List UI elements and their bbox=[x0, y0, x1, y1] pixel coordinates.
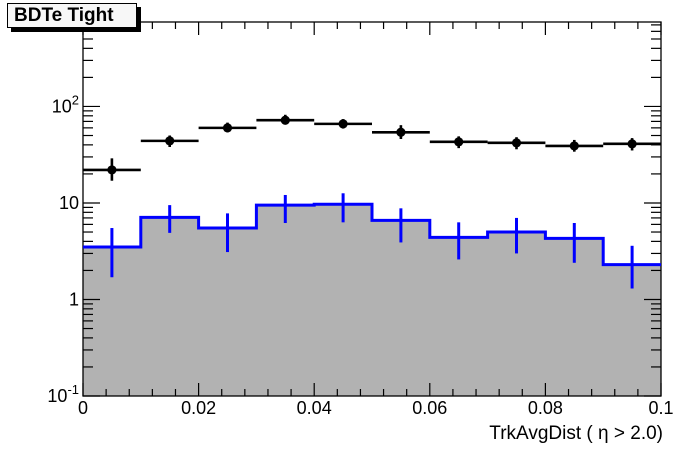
data-marker bbox=[569, 141, 579, 151]
data-marker bbox=[107, 165, 117, 175]
data-marker bbox=[454, 137, 464, 147]
plot-frame bbox=[82, 21, 662, 397]
x-tick-label: 0 bbox=[78, 398, 88, 418]
data-marker bbox=[627, 139, 637, 149]
y-tick-label: 10-1 bbox=[47, 382, 79, 406]
histogram-title-box: BDTe Tight bbox=[7, 3, 137, 28]
x-tick-label: 0.06 bbox=[412, 398, 447, 418]
data-marker bbox=[511, 138, 522, 148]
y-tick-label: 10 bbox=[59, 193, 79, 213]
histogram-outline bbox=[83, 202, 661, 267]
y-tick-label: 102 bbox=[52, 92, 79, 116]
x-tick-label: 0.02 bbox=[181, 398, 216, 418]
histogram-title: BDTe Tight bbox=[14, 5, 114, 26]
x-axis-title: TrkAvgDist ( η > 2.0) bbox=[489, 423, 663, 444]
data-marker bbox=[338, 119, 348, 129]
y-tick-label: 1 bbox=[69, 289, 79, 309]
x-tick-label: 0.08 bbox=[528, 398, 563, 418]
data-marker bbox=[222, 123, 233, 133]
x-tick-label: 0.1 bbox=[648, 398, 673, 418]
data-marker bbox=[165, 136, 175, 146]
x-tick-label: 0.04 bbox=[297, 398, 332, 418]
data-marker bbox=[280, 115, 290, 125]
data-marker bbox=[396, 127, 406, 137]
